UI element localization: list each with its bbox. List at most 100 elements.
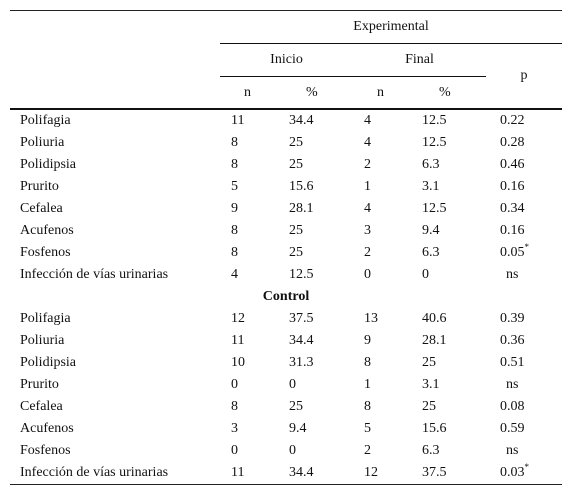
symptom-label: Prurito bbox=[20, 377, 59, 392]
table-row: Acufenos 8 25 3 9.4 0.16 bbox=[10, 220, 562, 242]
n-final-cell: 2 bbox=[364, 157, 371, 172]
n-inicio-cell: 8 bbox=[231, 245, 238, 260]
pct-final-cell: 25 bbox=[422, 355, 436, 370]
n-final-cell: 8 bbox=[364, 399, 371, 414]
pct-final-cell: 6.3 bbox=[422, 245, 440, 260]
table-row: Fosfenos 8 25 2 6.3 0.05* bbox=[10, 242, 562, 264]
p-value-cell: ns bbox=[486, 374, 562, 396]
table-row: Polidipsia 10 31.3 8 25 0.51 bbox=[10, 352, 562, 374]
symptom-label: Polidipsia bbox=[20, 157, 77, 172]
n-inicio-cell: 4 bbox=[231, 267, 238, 282]
symptom-label: Infección de vías urinarias bbox=[20, 267, 169, 282]
p-value: 0.34 bbox=[500, 201, 525, 216]
p-value: 0.51 bbox=[500, 355, 525, 370]
table-row: Cefalea 8 25 8 25 0.08 bbox=[10, 396, 562, 418]
n-final-cell: 12 bbox=[353, 462, 419, 485]
header-empty-cell bbox=[10, 10, 220, 44]
p-value-cell: 0.16 bbox=[486, 220, 562, 242]
symptom-label: Cefalea bbox=[20, 399, 63, 414]
table-row: Infección de vías urinarias 11 34.4 12 37.5 0… bbox=[10, 462, 563, 485]
p-value-cell: 0.28 bbox=[486, 132, 562, 154]
pct-final-cell: 0 bbox=[422, 267, 429, 282]
n-inicio-cell: 0 bbox=[231, 443, 238, 458]
pct-inicio-cell: 9.4 bbox=[289, 421, 307, 436]
p-value-cell: 0.22 bbox=[486, 109, 562, 132]
header-experimental: Experimental bbox=[220, 10, 563, 44]
table-row: Cefalea 9 28.1 4 12.5 0.34 bbox=[10, 198, 562, 220]
header-empty-cell bbox=[10, 44, 220, 77]
n-final-cell: 4 bbox=[364, 201, 371, 216]
control-body: Polifagia 12 37.5 13 40.6 0.39 Poliuria 11 34.4 9… bbox=[10, 308, 563, 485]
p-value-cell: 0.46 bbox=[486, 154, 562, 176]
control-section-header: Control bbox=[10, 286, 562, 308]
experimental-body: Polifagia 11 34.4 4 12.5 0.22 Poliuria 8 25 4 12.5… bbox=[10, 109, 562, 286]
control-title-row: Control bbox=[10, 286, 562, 308]
n-inicio-cell: 8 bbox=[231, 135, 238, 150]
header-n-inicio: n bbox=[220, 76, 286, 110]
n-inicio-cell: 3 bbox=[231, 421, 238, 436]
symptom-label: Prurito bbox=[20, 179, 59, 194]
table-row: Polifagia 11 34.4 4 12.5 0.22 bbox=[10, 109, 562, 132]
p-value: 0.03 bbox=[500, 465, 525, 480]
p-value: ns bbox=[506, 443, 519, 458]
n-inicio-cell: 10 bbox=[231, 355, 245, 370]
n-inicio-cell: 11 bbox=[231, 113, 245, 128]
pct-inicio-cell: 25 bbox=[289, 223, 303, 238]
n-inicio-cell: 8 bbox=[231, 223, 238, 238]
header-final: Final bbox=[353, 43, 486, 77]
n-inicio-cell: 11 bbox=[220, 462, 286, 485]
p-value: 0.16 bbox=[500, 223, 525, 238]
table-row: Infección de vías urinarias 4 12.5 0 0 ns bbox=[10, 264, 562, 286]
p-value: 0.05 bbox=[500, 245, 525, 260]
pct-inicio-cell: 28.1 bbox=[289, 201, 314, 216]
table-row: Poliuria 11 34.4 9 28.1 0.36 bbox=[10, 330, 562, 352]
pct-final-cell: 12.5 bbox=[422, 135, 447, 150]
pct-final-cell: 3.1 bbox=[422, 179, 440, 194]
header-n-final: n bbox=[353, 76, 419, 110]
n-inicio-cell: 11 bbox=[231, 333, 245, 348]
p-value-cell: 0.08 bbox=[486, 396, 562, 418]
n-final-cell: 8 bbox=[364, 355, 371, 370]
table-row: Acufenos 3 9.4 5 15.6 0.59 bbox=[10, 418, 562, 440]
p-value-cell: 0.36 bbox=[486, 330, 562, 352]
n-final-cell: 0 bbox=[364, 267, 371, 282]
p-value: 0.16 bbox=[500, 179, 525, 194]
header-pct-final: % bbox=[419, 76, 486, 110]
pct-final-cell: 6.3 bbox=[422, 443, 440, 458]
symptom-label: Poliuria bbox=[20, 333, 65, 348]
header-p: p bbox=[486, 43, 563, 110]
symptom-label: Acufenos bbox=[20, 421, 74, 436]
n-final-cell: 4 bbox=[364, 135, 371, 150]
p-value: 0.08 bbox=[500, 399, 525, 414]
pct-final-cell: 37.5 bbox=[419, 462, 486, 485]
n-final-cell: 2 bbox=[364, 443, 371, 458]
pct-inicio-cell: 34.4 bbox=[286, 462, 353, 485]
table-row: Poliuria 8 25 4 12.5 0.28 bbox=[10, 132, 562, 154]
p-value: 0.59 bbox=[500, 421, 525, 436]
p-value: 0.39 bbox=[500, 311, 525, 326]
symptom-label: Polidipsia bbox=[20, 355, 77, 370]
header-empty-cell bbox=[10, 76, 220, 110]
p-value-cell: ns bbox=[486, 264, 562, 286]
pct-final-cell: 15.6 bbox=[422, 421, 447, 436]
n-final-cell: 9 bbox=[364, 333, 371, 348]
p-value-cell: 0.16 bbox=[486, 176, 562, 198]
p-value: 0.46 bbox=[500, 157, 525, 172]
p-value: 0.28 bbox=[500, 135, 525, 150]
pct-inicio-cell: 12.5 bbox=[289, 267, 314, 282]
pct-inicio-cell: 25 bbox=[289, 157, 303, 172]
symptom-label: Polifagia bbox=[20, 311, 71, 326]
n-final-cell: 2 bbox=[364, 245, 371, 260]
pct-final-cell: 40.6 bbox=[422, 311, 447, 326]
table-row: Polifagia 12 37.5 13 40.6 0.39 bbox=[10, 308, 562, 330]
p-value-cell: 0.05* bbox=[486, 242, 562, 264]
symptoms-table: Experimental Inicio Final p n % n % Poli… bbox=[10, 10, 563, 485]
header-row-period: Inicio Final p bbox=[10, 43, 563, 110]
table-row: Prurito 5 15.6 1 3.1 0.16 bbox=[10, 176, 562, 198]
pct-final-cell: 28.1 bbox=[422, 333, 447, 348]
p-value-cell: 0.51 bbox=[486, 352, 562, 374]
p-value: 0.22 bbox=[500, 113, 525, 128]
symptom-label: Poliuria bbox=[20, 135, 65, 150]
symptom-label: Polifagia bbox=[20, 113, 71, 128]
symptom-label: Cefalea bbox=[20, 201, 63, 216]
